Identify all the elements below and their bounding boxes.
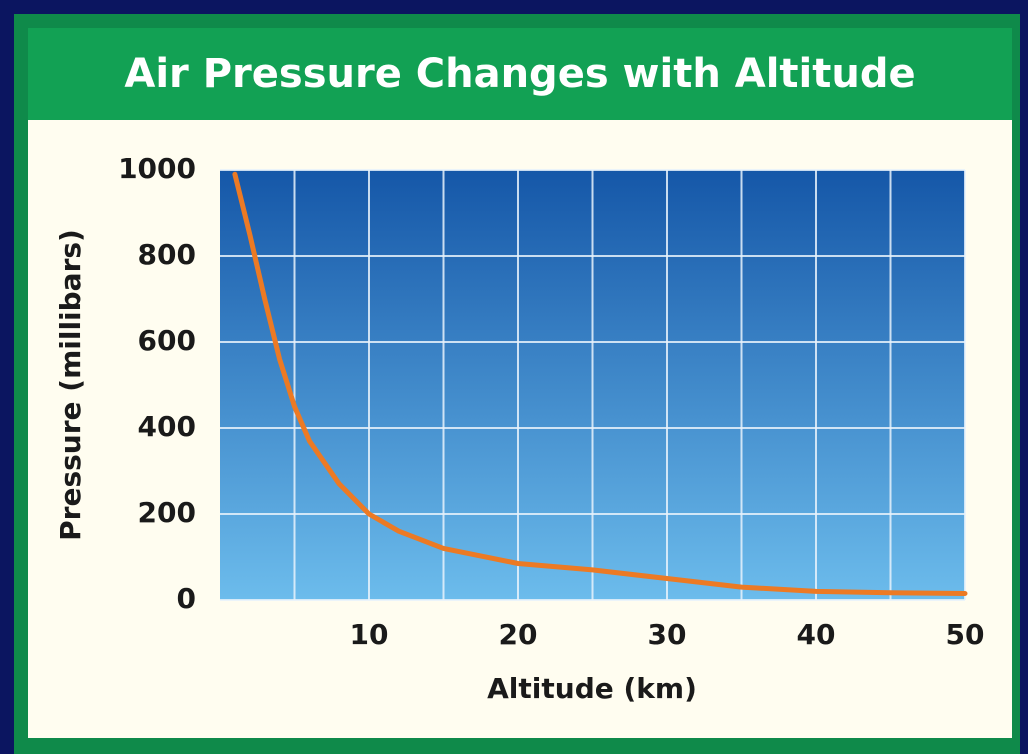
x-tick-label: 30 [648, 618, 687, 651]
x-tick-label: 20 [499, 618, 538, 651]
x-axis-label: Altitude (km) [487, 672, 697, 705]
y-tick-label: 200 [138, 496, 196, 529]
plot-area [220, 169, 968, 601]
x-tick-label: 50 [946, 618, 985, 651]
chart-title: Air Pressure Changes with Altitude [124, 51, 915, 97]
x-tick-label: 10 [350, 618, 389, 651]
y-tick-label: 400 [138, 410, 196, 443]
title-bar [28, 28, 1012, 120]
data-line [232, 171, 968, 596]
y-tick-label: 800 [138, 238, 196, 271]
y-tick-label: 600 [138, 324, 196, 357]
y-axis-label: Pressure (millibars) [54, 229, 87, 541]
y-tick-label: 1000 [118, 152, 196, 185]
x-tick-label: 40 [797, 618, 836, 651]
y-tick-label: 0 [177, 582, 196, 615]
